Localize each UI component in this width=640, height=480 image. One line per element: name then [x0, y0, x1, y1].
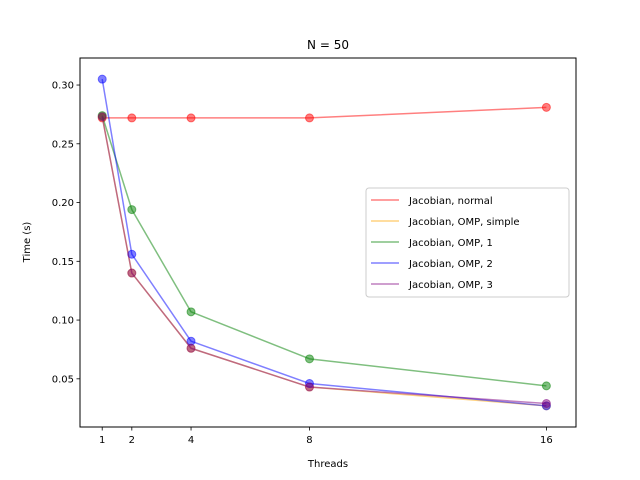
x-tick-label-4: 16: [540, 435, 553, 446]
data-point-s4-1: [127, 268, 137, 278]
legend-label-2: Jacobian, OMP, 1: [408, 238, 493, 249]
legend-label-4: Jacobian, OMP, 3: [408, 280, 493, 291]
x-axis-label: Threads: [307, 459, 348, 470]
data-point-s4-0: [97, 112, 107, 122]
legend-box: [365, 187, 570, 298]
y-axis-label: Time (s): [22, 222, 33, 264]
y-tick-label-5: 0.30: [52, 81, 74, 92]
y-tick-label-1: 0.10: [52, 316, 74, 327]
legend-label-3: Jacobian, OMP, 2: [408, 259, 493, 270]
x-tick-label-2: 4: [188, 435, 194, 446]
axes: 1 2 4 8 16 0.05 0.10 0.15 0.20 0.25 0.30: [52, 81, 553, 446]
data-point-s2-4: [541, 381, 551, 391]
legend: Jacobian, normal Jacobian, OMP, simple Jac…: [365, 187, 570, 298]
y-tick-label-2: 0.15: [52, 257, 74, 268]
plot-frame: [79, 57, 577, 428]
data-point-s4-4: [541, 399, 551, 408]
y-tick-label-0: 0.05: [52, 374, 74, 385]
y-tick-label-3: 0.20: [52, 198, 74, 209]
data-point-s4-3: [304, 382, 314, 392]
x-tick-label-1: 2: [129, 435, 135, 446]
plot-area: [97, 74, 551, 411]
x-tick-label-3: 8: [306, 435, 312, 446]
data-point-s0-4: [541, 102, 551, 112]
x-tick-label-0: 1: [99, 435, 105, 446]
legend-label-0: Jacobian, normal: [408, 196, 493, 207]
data-point-s0-2: [186, 113, 196, 123]
data-point-s2-2: [186, 307, 196, 317]
data-point-s4-2: [186, 343, 196, 353]
y-tick-label-4: 0.25: [52, 139, 74, 150]
data-point-s2-1: [127, 205, 137, 215]
legend-label-1: Jacobian, OMP, simple: [408, 217, 520, 228]
data-point-s0-3: [304, 113, 314, 123]
data-point-s2-3: [304, 354, 314, 364]
data-point-s3-0: [97, 74, 107, 84]
chart-title: N = 50: [307, 38, 349, 52]
data-point-s0-1: [127, 113, 137, 123]
